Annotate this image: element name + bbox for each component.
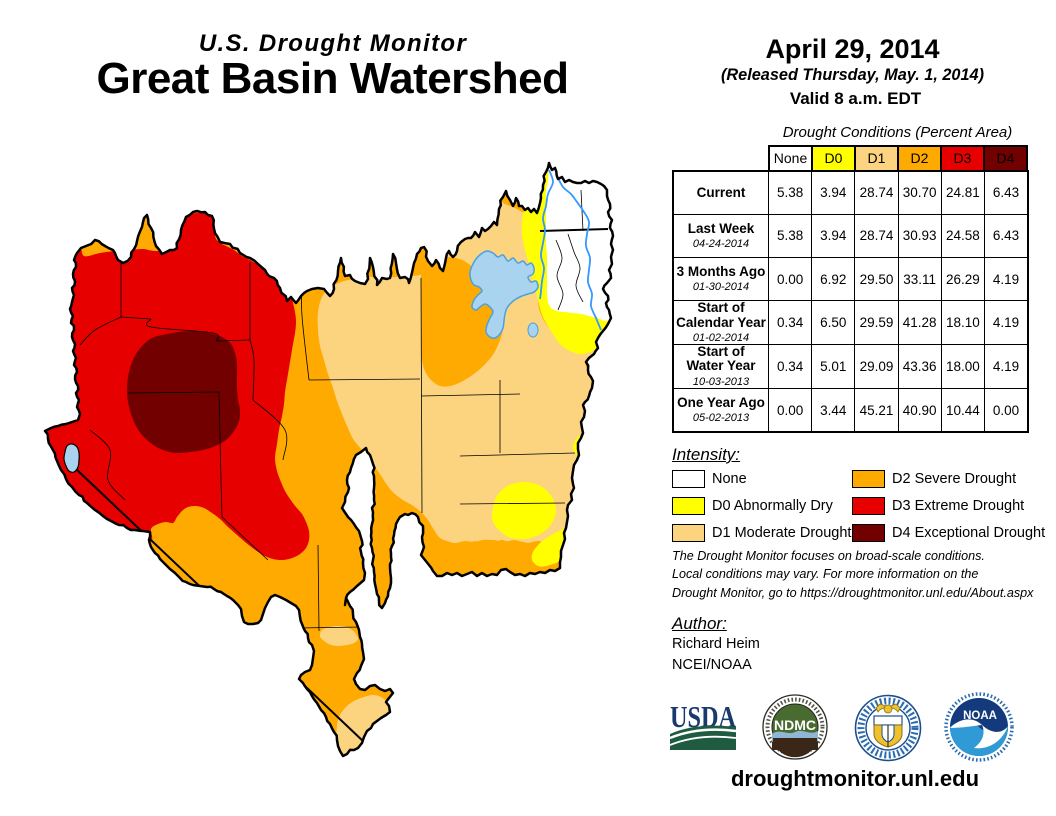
svg-text:NOAA: NOAA bbox=[963, 710, 997, 722]
svg-text:NDMC: NDMC bbox=[774, 717, 816, 733]
